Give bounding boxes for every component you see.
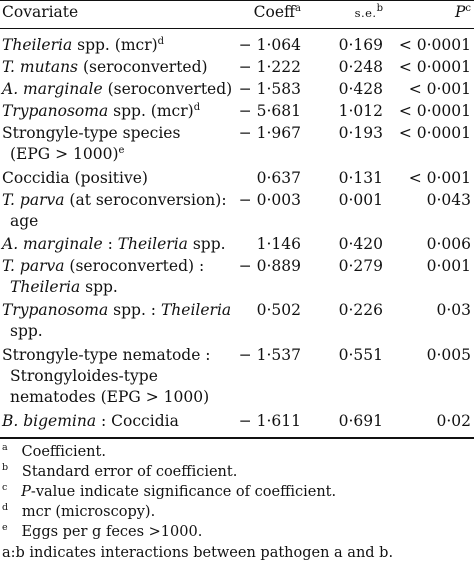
coeff-cell: − 1·967: [238, 124, 301, 142]
covariate-cell: Coccidia (positive): [2, 169, 148, 187]
covariate-cell: A. marginale (seroconverted): [2, 80, 233, 98]
coeff-cell: − 1·222: [238, 58, 301, 76]
coeff-cell: 0·502: [256, 301, 301, 319]
se-cell: 0·691: [338, 412, 383, 430]
coeff-cell: − 1·537: [238, 346, 301, 364]
se-cell: 0·279: [338, 257, 383, 275]
coeff-cell: 1·146: [256, 235, 301, 253]
p-cell: 0·02: [436, 412, 471, 430]
footnote-interaction: a:b indicates interactions between patho…: [2, 545, 394, 561]
covariate-cell: Strongyle-type nematode :: [2, 346, 211, 364]
se-cell: 0·248: [338, 58, 383, 76]
p-cell: < 0·001: [408, 169, 471, 187]
p-cell: < 0·0001: [398, 124, 471, 142]
p-cell: 0·043: [426, 191, 471, 209]
covariate-cell-line2: Theileria spp.: [10, 278, 118, 296]
se-cell: 0·226: [338, 301, 383, 319]
header-covariate: Covariate: [2, 3, 79, 21]
covariate-cell-line3: nematodes (EPG > 1000): [10, 388, 210, 406]
se-cell: 0·001: [338, 191, 383, 209]
footnote-e: e Eggs per g feces >1000.: [2, 522, 203, 540]
coeff-cell: − 1·583: [238, 80, 301, 98]
header-se: s.e.b: [354, 2, 383, 20]
covariate-cell: T. parva (seroconverted) :: [2, 257, 205, 275]
covariate-cell: Trypanosoma spp. : Theileria: [2, 301, 232, 319]
header-coeff: Coeffa: [253, 2, 301, 21]
se-cell: 0·551: [338, 346, 383, 364]
se-cell: 0·428: [338, 80, 383, 98]
p-cell: 0·006: [426, 235, 471, 253]
p-cell: 0·001: [426, 257, 471, 275]
covariate-cell-line2: age: [10, 212, 39, 230]
covariate-cell-line2: Strongyloides-type: [10, 367, 158, 385]
covariate-cell: Strongyle-type species: [2, 124, 181, 142]
se-cell: 0·420: [338, 235, 383, 253]
covariate-cell: T. parva (at seroconversion):: [2, 191, 227, 209]
footnote-b: b Standard error of coefficient.: [2, 462, 238, 480]
se-cell: 0·193: [338, 124, 383, 142]
covariate-cell: A. marginale : Theileria spp.: [2, 235, 226, 253]
coeff-cell: 0·637: [256, 169, 301, 187]
bottom-rule: [0, 437, 474, 439]
se-cell: 1·012: [338, 102, 383, 120]
se-cell: 0·131: [338, 169, 383, 187]
covariate-cell-line2: (EPG > 1000)e: [10, 144, 125, 163]
covariate-cell: T. mutans (seroconverted): [2, 58, 208, 76]
header-p: Pc: [454, 2, 471, 21]
covariate-cell: B. bigemina : Coccidia: [2, 412, 179, 430]
covariate-cell-line2: spp.: [10, 322, 43, 340]
p-cell: < 0·0001: [398, 36, 471, 54]
top-rule: [0, 0, 474, 1]
footnote-c: c P-value indicate significance of coeff…: [2, 482, 337, 500]
p-cell: 0·03: [436, 301, 471, 319]
footnote-a: a Coefficient.: [2, 442, 106, 460]
coeff-cell: − 1·611: [238, 412, 301, 430]
p-cell: < 0·0001: [398, 58, 471, 76]
coeff-cell: − 0·889: [238, 257, 301, 275]
p-cell: 0·005: [426, 346, 471, 364]
coeff-cell: − 5·681: [238, 102, 301, 120]
covariate-cell: Theileria spp. (mcr)d: [2, 35, 165, 54]
coeff-cell: − 0·003: [238, 191, 301, 209]
p-cell: < 0·001: [408, 80, 471, 98]
covariate-cell: Trypanosoma spp. (mcr)d: [2, 101, 201, 120]
coeff-cell: − 1·064: [238, 36, 301, 54]
header-rule: [0, 28, 474, 29]
footnote-d: d mcr (microscopy).: [2, 502, 156, 520]
se-cell: 0·169: [338, 36, 383, 54]
p-cell: < 0·0001: [398, 102, 471, 120]
